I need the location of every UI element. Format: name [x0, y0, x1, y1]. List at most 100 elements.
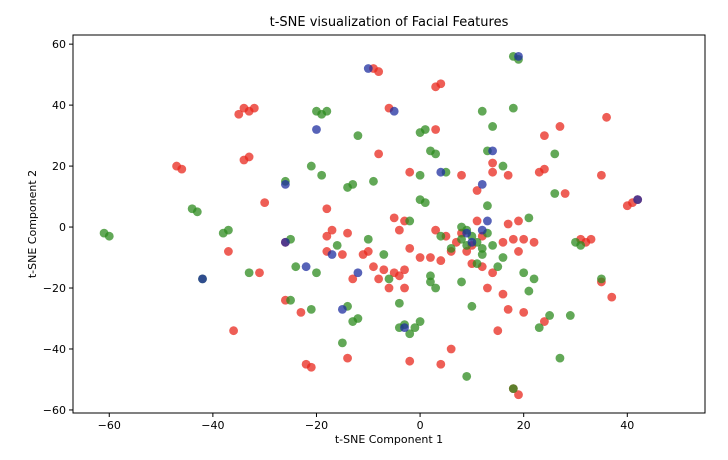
data-point-green — [353, 314, 363, 323]
data-point-green — [426, 271, 435, 281]
y-tick-label: −20 — [43, 282, 66, 295]
data-point-red — [519, 234, 529, 244]
data-point-red — [488, 167, 498, 177]
data-point-red — [400, 265, 409, 275]
data-point-blue — [483, 216, 492, 226]
data-point-blue — [633, 195, 643, 205]
data-point-green — [545, 311, 554, 320]
data-point-red — [348, 274, 358, 284]
data-point-green — [306, 161, 316, 171]
data-point-green — [337, 338, 347, 348]
data-point-blue — [363, 64, 373, 73]
data-point-red — [394, 271, 404, 281]
y-tick-label: −40 — [43, 343, 66, 356]
data-point-green — [415, 317, 425, 326]
data-point-red — [389, 213, 399, 223]
data-point-green — [322, 106, 332, 116]
data-point-green — [555, 353, 565, 363]
data-point-red — [596, 170, 606, 180]
data-point-red — [322, 231, 332, 241]
data-point-red — [472, 216, 482, 226]
data-point-blue — [301, 262, 311, 272]
data-point-red — [343, 353, 352, 363]
data-point-green — [462, 372, 472, 381]
x-axis: −60 −40 −20 0 20 40 — [98, 413, 634, 432]
data-point-green — [472, 259, 482, 269]
data-point-red — [405, 167, 415, 177]
data-point-red — [436, 79, 446, 89]
x-tick-label: 40 — [620, 419, 634, 432]
data-point-red — [249, 103, 259, 113]
data-point-green — [410, 323, 420, 333]
data-point-green — [446, 243, 456, 253]
data-point-red — [498, 289, 508, 299]
data-point-green — [508, 103, 518, 113]
data-point-red — [488, 158, 498, 168]
data-point-red — [343, 228, 352, 238]
data-point-red — [379, 265, 389, 275]
chart-title: t-SNE visualization of Facial Features — [270, 15, 509, 30]
data-point-blue — [477, 179, 487, 189]
data-point-red — [255, 268, 264, 278]
data-point-blue — [436, 167, 446, 177]
x-tick-label: 20 — [517, 419, 531, 432]
data-point-blue — [514, 51, 523, 61]
data-point-red — [457, 170, 466, 180]
data-point-green — [436, 231, 446, 241]
data-point-red — [405, 356, 415, 366]
data-point-blue — [280, 179, 290, 189]
y-tick-label: 0 — [59, 221, 66, 234]
data-point-red — [394, 225, 404, 235]
data-point-green — [488, 240, 498, 250]
data-point-blue — [400, 323, 409, 333]
data-point-green — [508, 384, 518, 394]
data-point-green — [306, 304, 316, 314]
data-point-blue — [280, 237, 290, 247]
data-point-green — [534, 323, 544, 333]
data-point-green — [405, 216, 415, 226]
data-point-red — [327, 225, 337, 235]
data-point-red — [503, 170, 513, 180]
data-point-green — [493, 262, 503, 272]
data-point-red — [431, 225, 441, 235]
data-point-green — [218, 228, 228, 238]
data-point-green — [477, 250, 487, 259]
x-axis-label: t-SNE Component 1 — [335, 433, 443, 446]
data-point-red — [540, 131, 549, 140]
data-point-red — [519, 308, 529, 317]
data-point-green — [415, 170, 425, 180]
data-point-green — [550, 149, 560, 159]
data-point-red — [514, 390, 523, 400]
data-point-red — [400, 283, 409, 293]
data-point-red — [560, 189, 570, 198]
x-tick-label: −20 — [305, 419, 328, 432]
data-point-green — [477, 106, 487, 116]
data-point-blue — [353, 268, 363, 278]
y-axis-label: t-SNE Component 2 — [26, 170, 39, 278]
data-point-green — [312, 268, 321, 278]
data-point-red — [296, 308, 306, 317]
data-point-green — [457, 277, 466, 287]
data-point-green — [405, 329, 415, 339]
data-point-green — [477, 243, 487, 253]
data-point-green — [550, 189, 560, 198]
data-point-red — [384, 283, 394, 293]
data-point-green — [498, 161, 508, 171]
data-point-red — [426, 253, 435, 262]
data-point-red — [529, 237, 539, 247]
data-point-red — [306, 362, 316, 372]
data-point-green — [353, 131, 363, 140]
data-point-red — [374, 274, 384, 284]
y-tick-label: 60 — [52, 38, 66, 51]
data-point-green — [332, 240, 342, 250]
data-point-green — [379, 250, 389, 259]
data-point-green — [431, 283, 441, 293]
data-point-red — [229, 326, 238, 336]
data-point-green — [244, 268, 254, 278]
data-point-red — [586, 234, 596, 244]
data-point-red — [446, 344, 456, 354]
data-point-red — [374, 149, 384, 159]
x-tick-label: 0 — [417, 419, 424, 432]
data-point-green — [291, 262, 301, 272]
